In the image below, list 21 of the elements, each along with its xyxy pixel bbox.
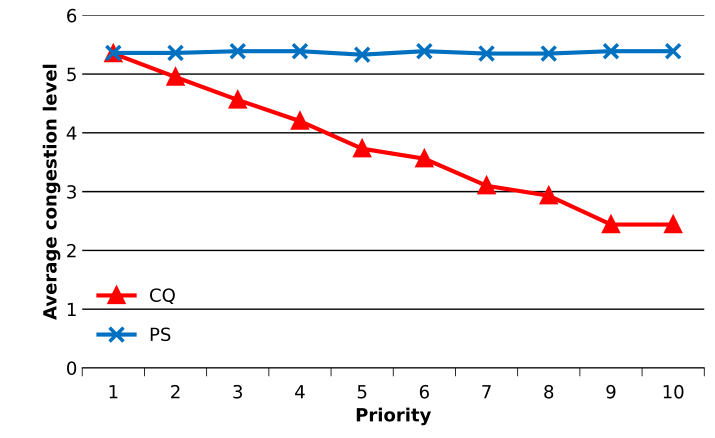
x-tick-label: 3 — [233, 384, 242, 399]
y-tick-label: 2 — [67, 244, 76, 258]
x-tick-label: 5 — [358, 385, 366, 399]
x-tick-label: 7 — [482, 385, 491, 398]
x-tick-label: 6 — [420, 384, 429, 399]
y-tick-label: 3 — [67, 185, 76, 199]
x-axis-title: Priority — [356, 408, 432, 426]
legend-label: PS — [150, 327, 170, 342]
y-tick-label: 1 — [68, 302, 76, 316]
x-tick-label: 2 — [171, 384, 180, 398]
x-tick-label: 9 — [606, 384, 616, 399]
x-tick-label: 10 — [664, 384, 684, 399]
y-tick-label: 4 — [66, 126, 76, 140]
y-tick-label: 6 — [67, 8, 76, 22]
y-tick-label: 0 — [67, 361, 76, 376]
x-tick-label: 8 — [544, 384, 554, 399]
y-tick-label: 5 — [67, 68, 76, 82]
x-tick-label: 4 — [295, 385, 305, 398]
y-axis-title: Average congestion level — [42, 64, 60, 320]
legend-label: CQ — [150, 288, 175, 304]
x-tick-label: 1 — [110, 385, 118, 398]
